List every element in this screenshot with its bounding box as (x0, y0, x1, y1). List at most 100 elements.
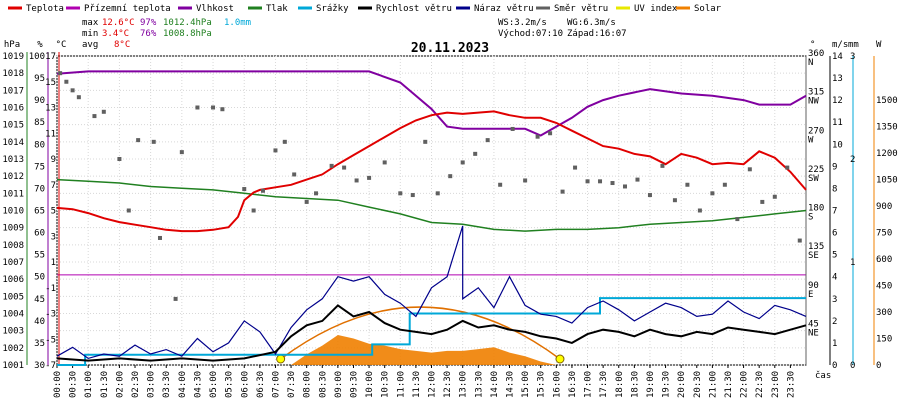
wind-dir-point (242, 187, 247, 192)
legend-label-6: Náraz větru (474, 4, 534, 14)
tick-hpa-4: 1015 (2, 121, 24, 131)
xtick-30: 15:00 (521, 371, 531, 398)
tick-hpa-17: 1002 (2, 344, 24, 354)
tick-hpa-3: 1016 (2, 104, 24, 114)
tick-hum-1: 95 (34, 74, 45, 84)
wind-dir-point (622, 184, 627, 189)
tick-ms-8: 6 (832, 229, 837, 239)
tick-hum-8: 60 (34, 229, 45, 239)
xtick-45: 22:30 (755, 371, 765, 398)
xtick-19: 09:30 (349, 371, 359, 398)
tick-dirlabel-1: NW (808, 97, 819, 107)
tick-hpa-18: 1001 (2, 361, 24, 371)
tick-w-1: 1350 (876, 123, 898, 133)
xtick-32: 16:00 (552, 371, 562, 398)
wind-dir-point (70, 88, 75, 93)
xtick-37: 18:30 (630, 371, 640, 398)
xtick-5: 02:30 (131, 371, 141, 398)
tick-hpa-7: 1012 (2, 172, 24, 182)
wind-dir-point (329, 163, 334, 168)
wind-dir-point (685, 182, 690, 187)
tick-ms-1: 13 (832, 74, 843, 84)
tick-w-6: 600 (876, 255, 892, 265)
legend-label-2: Vlhkost (196, 4, 234, 14)
tick-ms-9: 5 (832, 251, 837, 261)
wind-dir-point (136, 138, 141, 143)
tick-temp-1: 15 (45, 78, 56, 88)
xtick-39: 19:30 (662, 371, 672, 398)
grid (56, 55, 807, 366)
tick-w-8: 300 (876, 308, 892, 318)
wind-dir-point (282, 139, 287, 144)
tick-ms-11: 3 (832, 295, 837, 305)
tick-temp-12: -7 (45, 361, 56, 371)
stat-sunrise: Východ:07:10 (498, 29, 563, 39)
tick-hum-10: 50 (34, 273, 45, 283)
xtick-42: 21:00 (708, 371, 718, 398)
wind-dir-point (535, 134, 540, 139)
wind-dir-point (710, 191, 715, 196)
wind-dir-point (260, 188, 265, 193)
xtick-16: 08:00 (303, 371, 313, 398)
tick-ms-3: 11 (832, 118, 843, 128)
stat-max-rain: 1.0mm (224, 18, 251, 28)
wind-dir-point (473, 151, 478, 156)
stats-box: max 12.6°C 97% 1012.4hPa 1.0mm min 3.4°C… (82, 18, 627, 50)
tick-temp-6: 5 (51, 207, 56, 217)
xtick-23: 11:30 (412, 371, 422, 398)
tick-hum-9: 55 (34, 251, 45, 261)
tick-hpa-2: 1017 (2, 86, 24, 96)
tick-dir-1: 315 (808, 88, 824, 98)
xtick-40: 20:00 (677, 371, 687, 398)
stat-max-press: 1012.4hPa (163, 18, 212, 28)
wind-dir-point (772, 194, 777, 199)
stat-min-press: 1008.8hPa (163, 29, 212, 39)
tick-temp-5: 7 (51, 181, 56, 191)
tick-hum-5: 75 (34, 162, 45, 172)
wind-dir-point (585, 179, 590, 184)
wind-dir-point (410, 193, 415, 198)
tick-ms-4: 10 (832, 140, 843, 150)
stat-sunset: Západ:16:07 (567, 29, 627, 39)
xtick-41: 20:30 (693, 371, 703, 398)
xtick-1: 00:30 (69, 371, 79, 398)
xtick-14: 07:00 (271, 371, 281, 398)
legend-label-7: Směr větru (554, 4, 608, 14)
xtick-10: 05:00 (209, 371, 219, 398)
tick-hum-14: 30 (34, 361, 45, 371)
xtick-36: 18:00 (615, 371, 625, 398)
xtick-33: 16:30 (568, 371, 578, 398)
wind-dir-point (58, 71, 63, 76)
series-tlak (56, 178, 807, 232)
xtick-46: 23:00 (771, 371, 781, 398)
wind-dir-point (560, 189, 565, 194)
axes: 1019101810171016101510141013101210111010… (2, 40, 897, 398)
wind-dir-point (510, 126, 515, 131)
stat-min-label: min (82, 29, 98, 39)
tick-dir-7: 45 (808, 319, 819, 329)
xtick-47: 23:30 (786, 371, 796, 398)
tick-hum-13: 35 (34, 339, 45, 349)
wind-dir-point (195, 105, 200, 110)
tick-dirlabel-4: S (808, 213, 813, 223)
tick-dir-2: 270 (808, 126, 824, 136)
wind-dir-point (382, 160, 387, 165)
tick-hpa-5: 1014 (2, 138, 24, 148)
wind-dir-point (92, 114, 97, 119)
series-solar (291, 335, 557, 365)
chart-legend: Teplota Přízemní teplota Vlhkost Tlak Srážky… (8, 4, 722, 14)
tick-hpa-1: 1018 (2, 69, 24, 79)
tick-ms-5: 9 (832, 162, 837, 172)
wind-dir-point (448, 174, 453, 179)
sunrise-marker (276, 354, 286, 364)
xtick-22: 11:00 (396, 371, 406, 398)
tick-hpa-10: 1009 (2, 224, 24, 234)
xtick-4: 02:00 (115, 371, 125, 398)
wind-dir-point (485, 138, 490, 143)
wind-dir-point (314, 191, 319, 196)
wind-dir-point (785, 165, 790, 170)
right-unit-2: mm (848, 40, 859, 50)
xtick-20: 10:00 (365, 371, 375, 398)
tick-ms-2: 12 (832, 96, 843, 106)
